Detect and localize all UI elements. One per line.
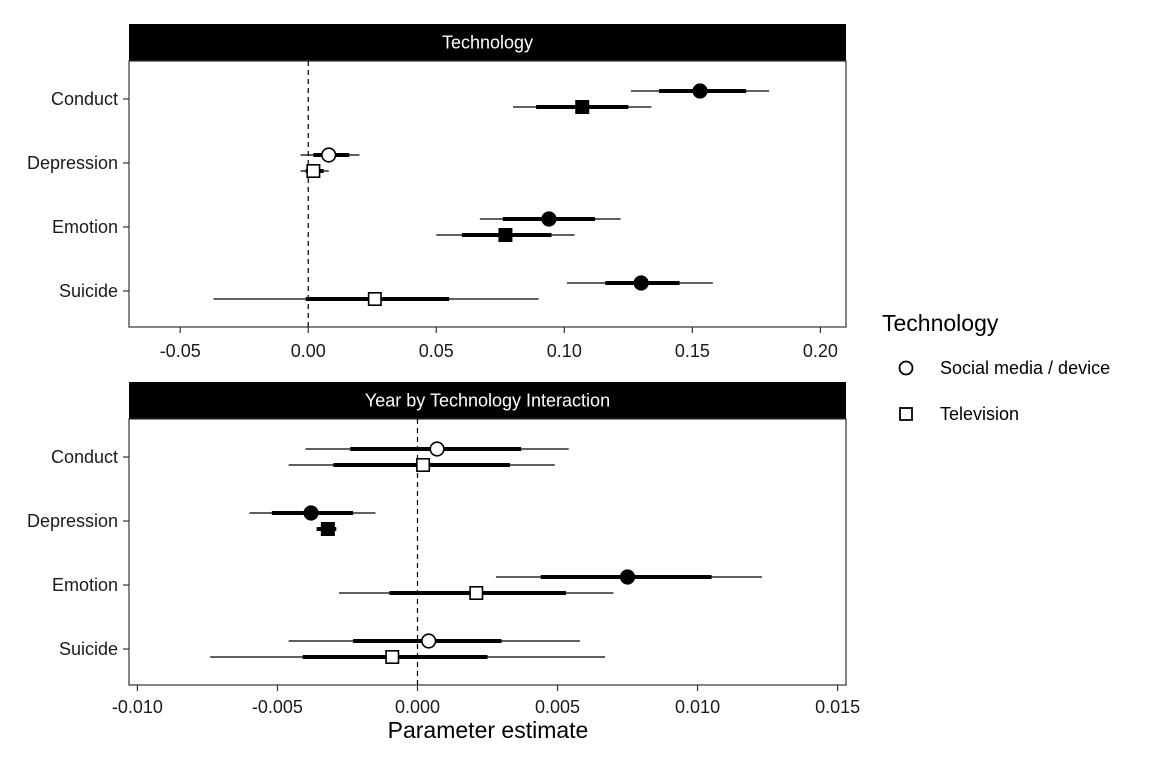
x-tick-label: 0.15 <box>675 341 710 361</box>
x-tick-label: -0.010 <box>112 697 163 717</box>
chart-panel: Year by Technology Interaction -0.010 -0.0… <box>27 382 860 717</box>
x-tick-label: 0.20 <box>803 341 838 361</box>
estimate-point <box>306 164 321 179</box>
legend-item-label: Social media / device <box>940 358 1110 378</box>
panel-title: Year by Technology Interaction <box>365 391 610 411</box>
y-tick-label: Emotion <box>52 217 118 237</box>
legend-square-icon <box>899 407 913 421</box>
estimate-point <box>541 211 557 227</box>
y-tick-label: Conduct <box>51 89 118 109</box>
estimate-point <box>633 275 649 291</box>
legend-title: Technology <box>882 310 999 336</box>
x-tick-label: 0.000 <box>395 697 440 717</box>
legend-item-label: Television <box>940 404 1019 424</box>
y-tick-label: Depression <box>27 511 118 531</box>
chart-panel: Technology -0.05 0.00 0.05 0.10 0.15 0.20 Condu… <box>27 24 847 361</box>
y-tick-label: Emotion <box>52 575 118 595</box>
estimate-point <box>619 569 636 585</box>
x-tick-label: -0.05 <box>160 341 201 361</box>
estimate-point <box>469 585 484 600</box>
x-tick-label: 0.05 <box>419 341 454 361</box>
legend: Technology Social media / device Televis… <box>882 310 1110 424</box>
x-tick-label: 0.005 <box>535 697 580 717</box>
y-tick-label: Depression <box>27 153 118 173</box>
estimate-point <box>421 633 437 649</box>
estimate-point <box>498 228 513 243</box>
estimate-point <box>321 147 337 163</box>
y-tick-label: Suicide <box>59 281 118 301</box>
estimate-point <box>303 505 319 521</box>
y-tick-label: Suicide <box>59 639 118 659</box>
estimate-point <box>416 457 431 472</box>
x-tick-label: 0.10 <box>547 341 582 361</box>
x-tick-label: -0.005 <box>252 697 303 717</box>
panel-title: Technology <box>442 33 533 53</box>
panel-border <box>128 60 847 328</box>
y-tick-label: Conduct <box>51 447 118 467</box>
panel-strip <box>129 382 846 419</box>
legend-circle-icon <box>898 360 914 376</box>
estimate-point <box>385 649 400 664</box>
x-tick-label: 0.00 <box>291 341 326 361</box>
panel-strip <box>129 24 846 61</box>
panel-border <box>128 418 847 686</box>
estimate-point <box>429 441 445 457</box>
estimate-point <box>575 100 590 115</box>
x-axis-label: Parameter estimate <box>388 717 589 743</box>
estimate-point <box>367 291 382 306</box>
x-tick-label: 0.010 <box>675 697 720 717</box>
estimate-point <box>320 521 335 536</box>
x-tick-label: 0.015 <box>815 697 860 717</box>
estimate-point <box>692 83 708 99</box>
